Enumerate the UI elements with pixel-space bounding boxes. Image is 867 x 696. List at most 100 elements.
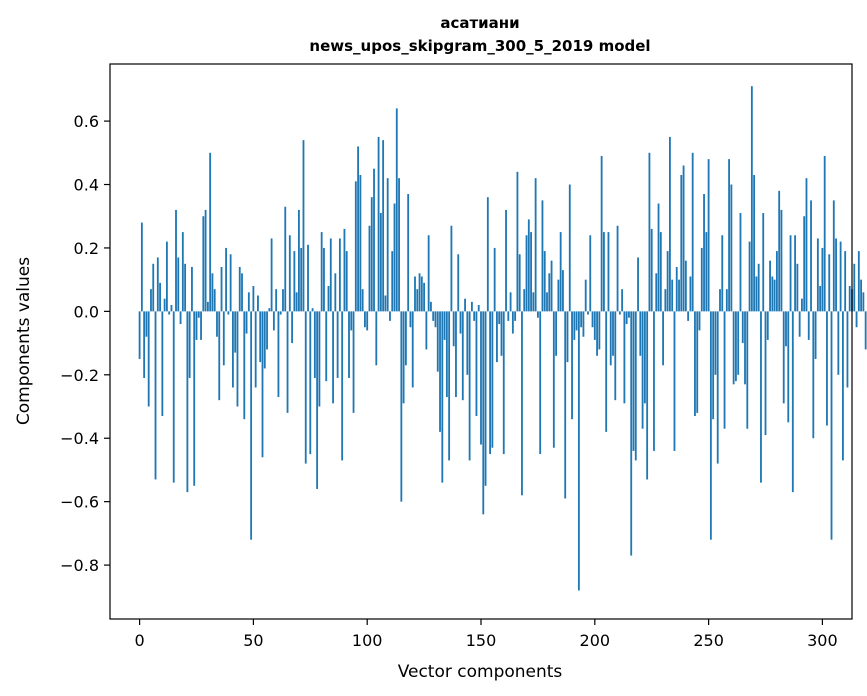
bar	[140, 222, 143, 312]
bar	[689, 276, 692, 312]
x-axis: 0 50 100 150 200 250 300	[134, 619, 838, 650]
x-tick-label: 0	[134, 631, 144, 650]
bar	[778, 190, 781, 312]
bar	[420, 276, 423, 312]
bar	[161, 311, 164, 417]
bar	[218, 311, 221, 401]
bar	[527, 219, 530, 312]
bar	[245, 311, 248, 334]
bar	[225, 247, 227, 312]
bar	[277, 311, 280, 397]
bar	[832, 200, 835, 312]
bar	[409, 311, 412, 328]
bar	[325, 311, 328, 382]
bar	[628, 311, 630, 318]
bar	[798, 311, 801, 337]
bar	[484, 311, 487, 486]
x-tick-label: 200	[580, 631, 611, 650]
bar	[582, 311, 585, 337]
bar	[725, 289, 728, 312]
bar	[589, 235, 592, 312]
bar	[227, 311, 230, 315]
bar	[232, 311, 234, 388]
bar	[571, 311, 573, 420]
bar	[350, 311, 353, 331]
bar	[546, 292, 548, 312]
bar	[857, 251, 860, 312]
bar	[234, 311, 237, 353]
bar	[721, 235, 724, 312]
bar	[814, 311, 817, 359]
bar	[188, 311, 191, 378]
y-axis: −0.8 −0.6 −0.4 −0.2 0.0 0.2 0.4 0.6	[60, 112, 110, 575]
y-tick-label: 0.4	[74, 176, 99, 195]
bar	[791, 311, 794, 493]
bar	[507, 311, 510, 321]
bar	[575, 311, 578, 331]
bar	[518, 254, 521, 312]
bar	[573, 311, 576, 340]
bar	[516, 171, 519, 312]
bar	[760, 311, 762, 483]
bar	[864, 311, 867, 350]
bar	[170, 305, 173, 312]
bar	[593, 311, 596, 340]
bar	[603, 232, 605, 312]
bar	[156, 257, 159, 312]
bar	[455, 311, 457, 397]
bar	[250, 311, 253, 540]
bar	[354, 181, 357, 312]
bar	[368, 225, 371, 312]
bar	[509, 292, 512, 312]
bar	[844, 251, 847, 312]
bar	[370, 197, 373, 312]
bar	[491, 311, 494, 448]
bar	[562, 270, 564, 312]
bar	[643, 311, 646, 404]
bar	[168, 311, 171, 315]
bar	[284, 206, 287, 312]
y-tick-label: 0.6	[74, 112, 99, 131]
bar	[657, 203, 660, 312]
bar	[480, 311, 482, 445]
bar	[753, 175, 756, 312]
bar	[659, 232, 662, 312]
bar	[311, 308, 314, 312]
bar	[279, 311, 282, 315]
bar	[473, 311, 476, 321]
bar	[612, 311, 614, 356]
bar	[766, 311, 769, 340]
bar	[400, 311, 403, 502]
bar	[236, 311, 239, 407]
bar	[621, 289, 624, 312]
bar	[288, 235, 291, 312]
bar	[673, 311, 676, 451]
bar	[803, 216, 806, 312]
bar	[211, 273, 214, 312]
bar	[143, 311, 146, 378]
bar	[448, 311, 451, 461]
bar	[275, 289, 278, 312]
bar	[564, 311, 567, 499]
bar	[502, 311, 505, 455]
bar	[737, 311, 740, 375]
bar	[550, 260, 553, 312]
bar	[787, 311, 790, 423]
bar	[200, 311, 202, 340]
bar	[741, 311, 744, 344]
bar	[327, 286, 330, 312]
bar	[775, 251, 778, 312]
bar	[220, 266, 223, 312]
bar	[746, 311, 749, 429]
bar	[434, 311, 437, 328]
bar	[436, 311, 439, 372]
bar	[361, 289, 364, 312]
bar	[432, 311, 435, 321]
bar	[282, 289, 284, 312]
bar	[206, 301, 209, 312]
bar	[414, 276, 416, 312]
bar	[329, 238, 332, 312]
y-tick-label: 0.2	[74, 239, 99, 258]
bar	[393, 203, 396, 312]
y-tick-label: −0.2	[60, 366, 99, 385]
